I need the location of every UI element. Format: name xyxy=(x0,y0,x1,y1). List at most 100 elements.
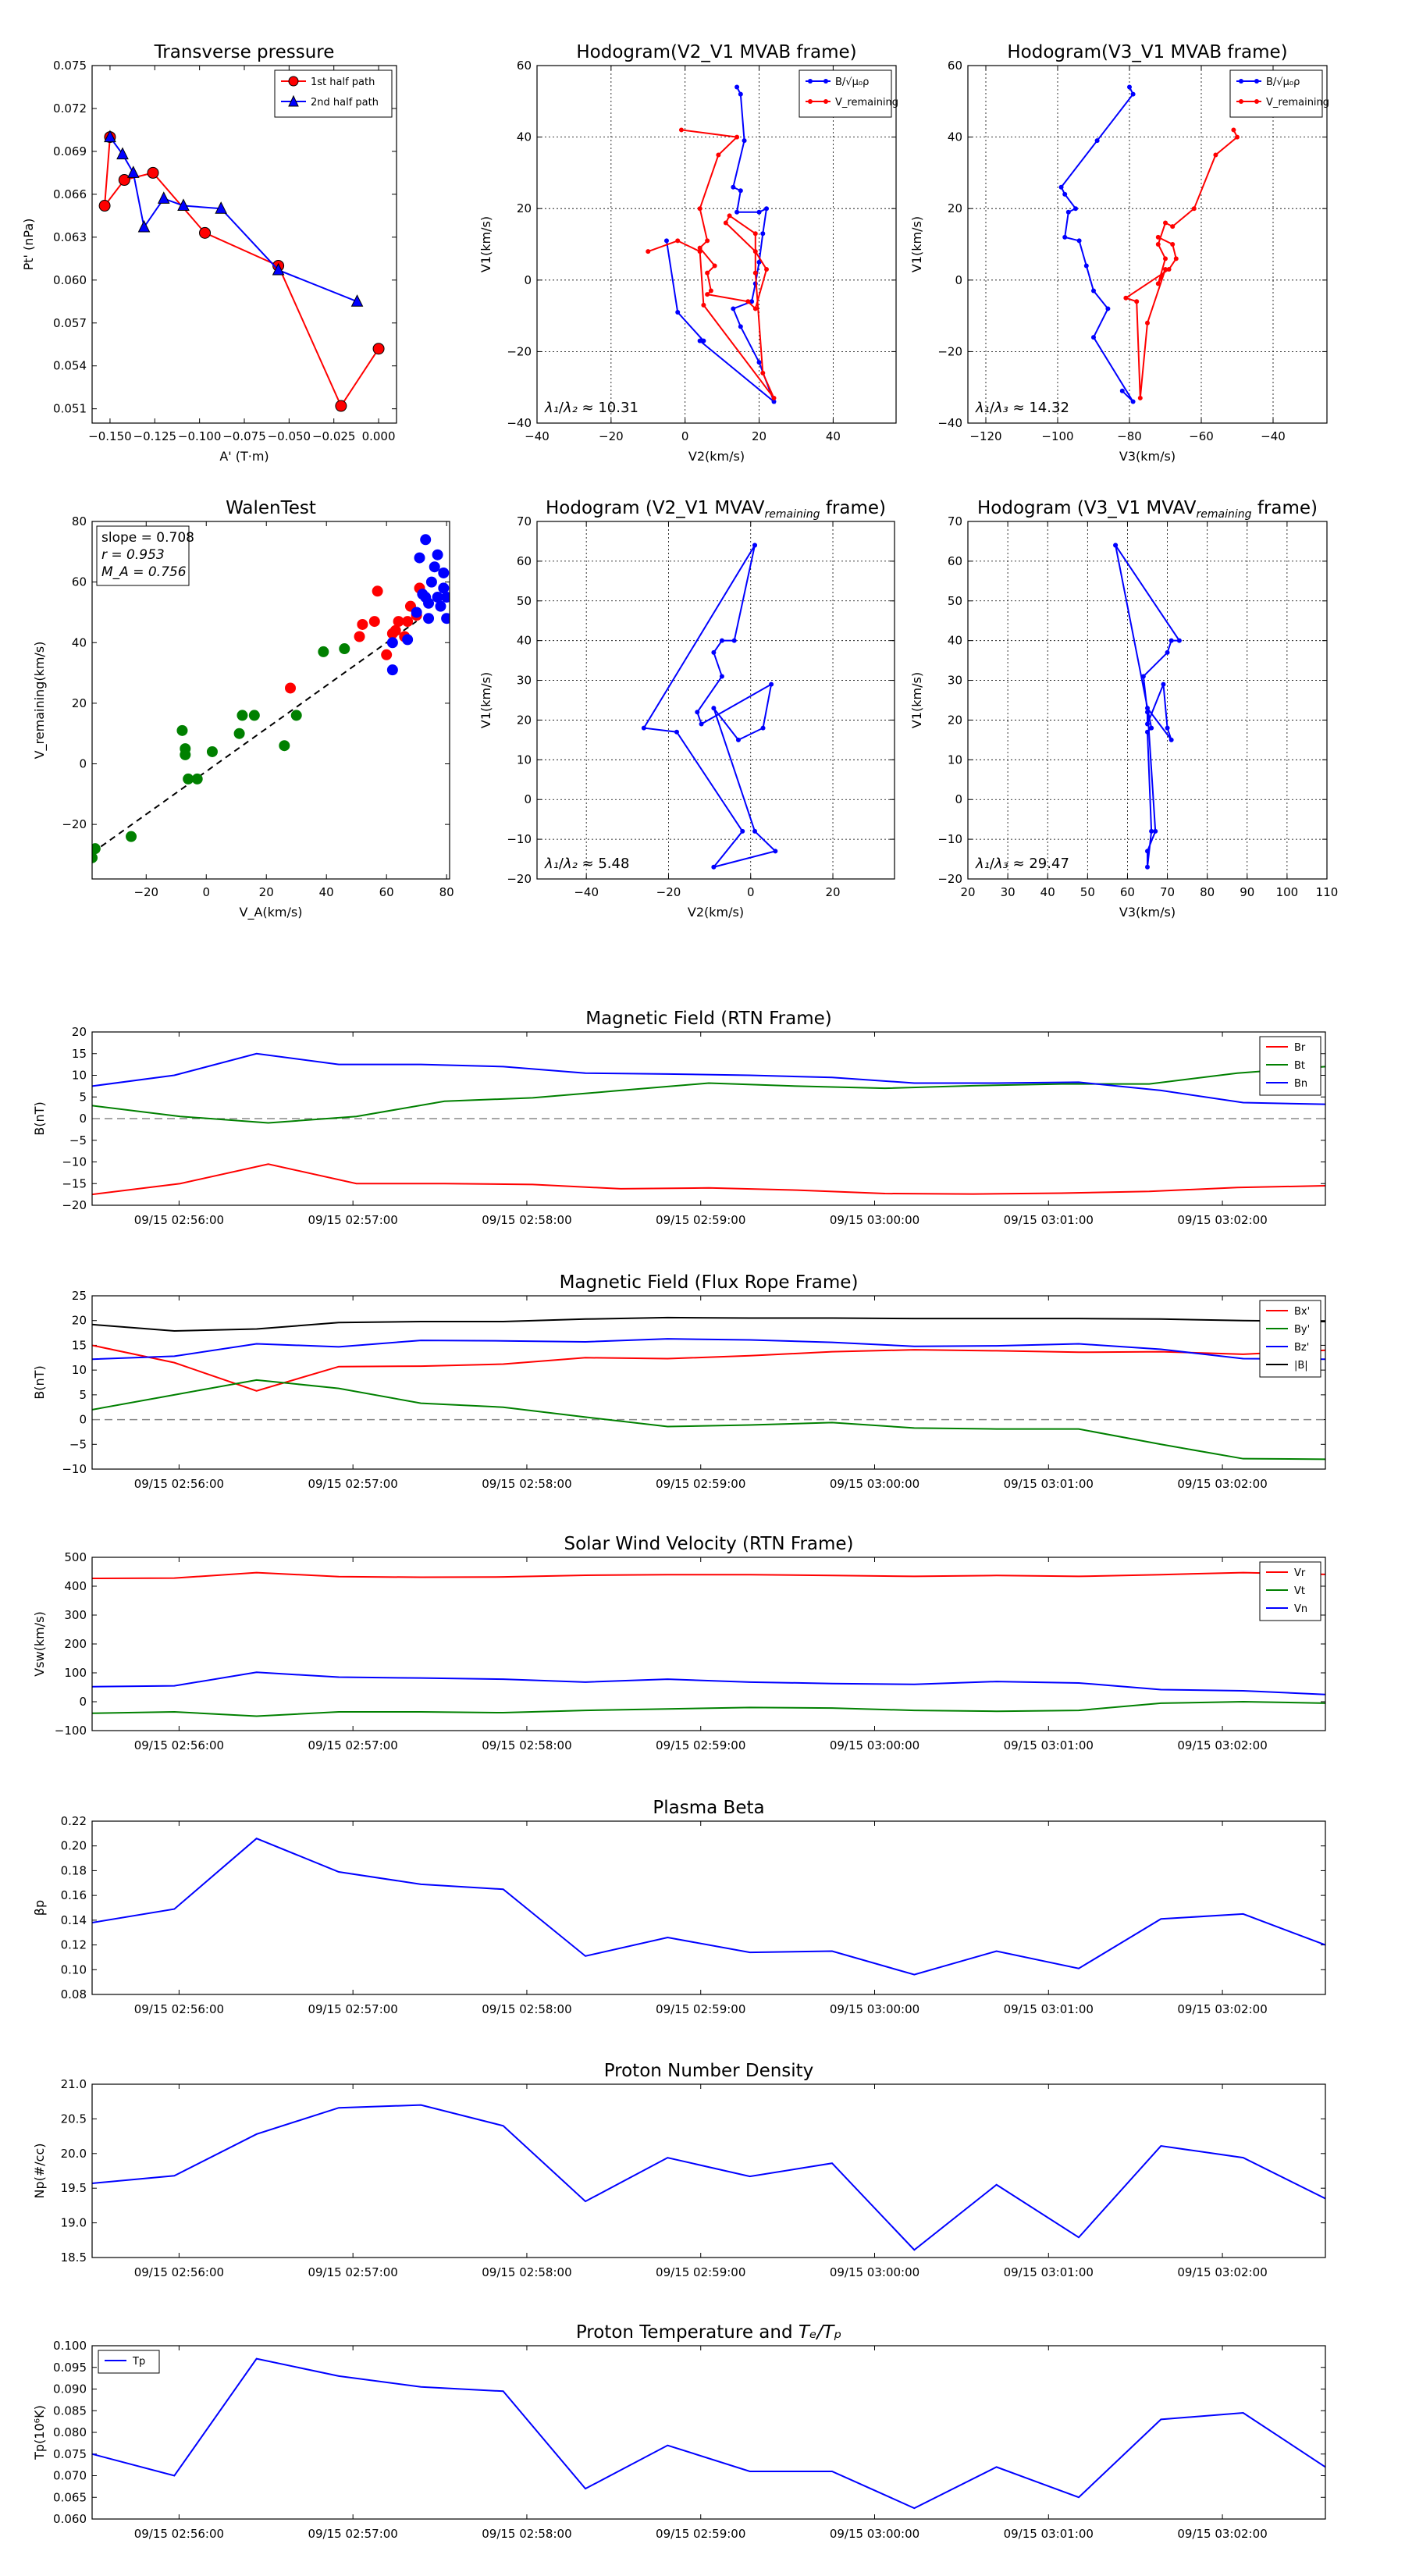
y-axis-label: Vsw(km/s) xyxy=(32,1611,47,1676)
data-point xyxy=(731,306,736,311)
data-point xyxy=(1163,220,1168,226)
data-point xyxy=(1168,737,1174,742)
x-tick-label: −0.125 xyxy=(133,429,177,443)
x-tick-label: 20 xyxy=(960,885,975,899)
plot-area xyxy=(1058,84,1240,404)
x-tick-label: 09/15 02:57:00 xyxy=(308,1213,397,1227)
data-point xyxy=(1155,242,1161,247)
slash: / xyxy=(559,856,564,872)
x-tick-label: 09/15 02:59:00 xyxy=(656,2265,745,2279)
x-axis-label: V2(km/s) xyxy=(688,449,745,464)
legend-marker xyxy=(808,99,813,104)
y-tick-label: 5 xyxy=(79,1388,87,1402)
y-tick-label: 0.18 xyxy=(61,1863,87,1877)
data-point xyxy=(735,209,740,215)
data-point xyxy=(738,188,743,194)
x-tick-label: 09/15 03:01:00 xyxy=(1004,1477,1094,1491)
title-math: Tₑ/Tₚ xyxy=(799,2322,841,2343)
y-tick-label: 0.16 xyxy=(61,1888,87,1902)
y-tick-label: −10 xyxy=(507,832,532,846)
chart-title: Proton Number Density xyxy=(604,2061,814,2081)
data-point xyxy=(1145,864,1150,870)
x-tick-label: 70 xyxy=(1160,885,1175,899)
plot-frame xyxy=(91,2083,1326,2258)
data-point xyxy=(712,263,717,269)
x-tick-label: 09/15 02:59:00 xyxy=(656,1738,745,1752)
y-tick-label: 5 xyxy=(79,1090,87,1104)
data-point xyxy=(233,728,245,739)
data-point xyxy=(745,299,751,304)
series-line-V_remaining xyxy=(1124,129,1239,399)
lambda-b: λ₃ xyxy=(994,400,1008,416)
data-point xyxy=(118,174,130,187)
data-point xyxy=(1161,681,1166,687)
y-tick-label: 10 xyxy=(948,753,962,767)
data-point xyxy=(1173,256,1179,262)
lambda-a: λ₁ xyxy=(975,856,990,872)
data-point xyxy=(1083,263,1089,269)
data-point xyxy=(1062,191,1068,197)
x-tick-label: 0 xyxy=(202,885,210,899)
plot-frame xyxy=(91,1295,1326,1470)
plot-area xyxy=(92,2104,1325,2251)
x-tick-label: −0.150 xyxy=(88,429,132,443)
legend-entry: V_remaining xyxy=(1266,97,1329,109)
chart-title: Hodogram (V2_V1 MVAVremaining frame) xyxy=(546,498,886,521)
data-point xyxy=(752,249,758,254)
data-point xyxy=(92,852,98,863)
series-line-1st half path xyxy=(103,137,379,408)
legend-entry: 1st half path xyxy=(311,76,375,88)
data-point xyxy=(742,138,747,144)
approx: ≈ xyxy=(1008,856,1030,872)
data-point xyxy=(760,231,766,237)
x-tick-label: 40 xyxy=(826,429,841,443)
data-point xyxy=(771,399,777,404)
plot-area xyxy=(92,2357,1325,2510)
data-point xyxy=(368,616,380,628)
plot-frame xyxy=(91,1557,1326,1731)
series-line-Bn xyxy=(92,1052,1325,1105)
x-tick-label: 09/15 02:56:00 xyxy=(134,2527,224,2541)
y-tick-label: 19.0 xyxy=(61,2216,87,2230)
y-tick-label: 0.12 xyxy=(61,1938,87,1952)
data-point xyxy=(104,130,116,143)
data-point xyxy=(1091,335,1096,340)
y-tick-label: −10 xyxy=(62,1462,87,1476)
data-point xyxy=(157,191,170,204)
data-point xyxy=(1155,281,1161,286)
data-point xyxy=(1105,306,1111,311)
stat-slope: slope = 0.708 xyxy=(101,530,194,546)
chart-title: Solar Wind Velocity (RTN Frame) xyxy=(564,1534,853,1554)
approx: ≈ xyxy=(578,856,599,872)
fit-line xyxy=(92,621,418,854)
y-tick-label: −20 xyxy=(62,817,87,831)
x-tick-label: 09/15 03:00:00 xyxy=(830,2002,919,2016)
plot-frame xyxy=(536,65,897,424)
plot-area xyxy=(92,1838,1325,1976)
data-point xyxy=(350,294,364,307)
data-point xyxy=(641,725,646,731)
series-line-V_remaining xyxy=(642,545,777,869)
y-axis-label: B(nT) xyxy=(32,1365,47,1399)
data-point xyxy=(1130,91,1136,97)
x-tick-label: 09/15 03:01:00 xyxy=(1004,2265,1094,2279)
chart-hodoav31: Hodogram (V3_V1 MVAVremaining frame) 20 30… xyxy=(909,498,1338,920)
data-point xyxy=(432,549,443,560)
plot-area xyxy=(92,1571,1325,1717)
x-tick-label: 09/15 03:02:00 xyxy=(1177,1213,1267,1227)
chart-hodoav21: Hodogram (V2_V1 MVAVremaining frame) −40 −… xyxy=(478,498,895,920)
data-point xyxy=(1163,267,1168,272)
y-axis-label: V1(km/s) xyxy=(478,216,493,272)
y-tick-label: 70 xyxy=(517,514,532,528)
data-point xyxy=(402,616,414,628)
y-tick-label: 40 xyxy=(948,634,962,648)
legend-marker xyxy=(808,79,813,84)
title-end: frame) xyxy=(820,498,887,518)
data-point xyxy=(731,184,736,190)
y-tick-label: 60 xyxy=(517,59,532,73)
y-tick-label: 10 xyxy=(517,753,532,767)
x-tick-label: 30 xyxy=(1001,885,1016,899)
y-tick-label: −10 xyxy=(62,1155,87,1169)
data-point xyxy=(199,226,212,239)
data-point xyxy=(646,249,651,254)
